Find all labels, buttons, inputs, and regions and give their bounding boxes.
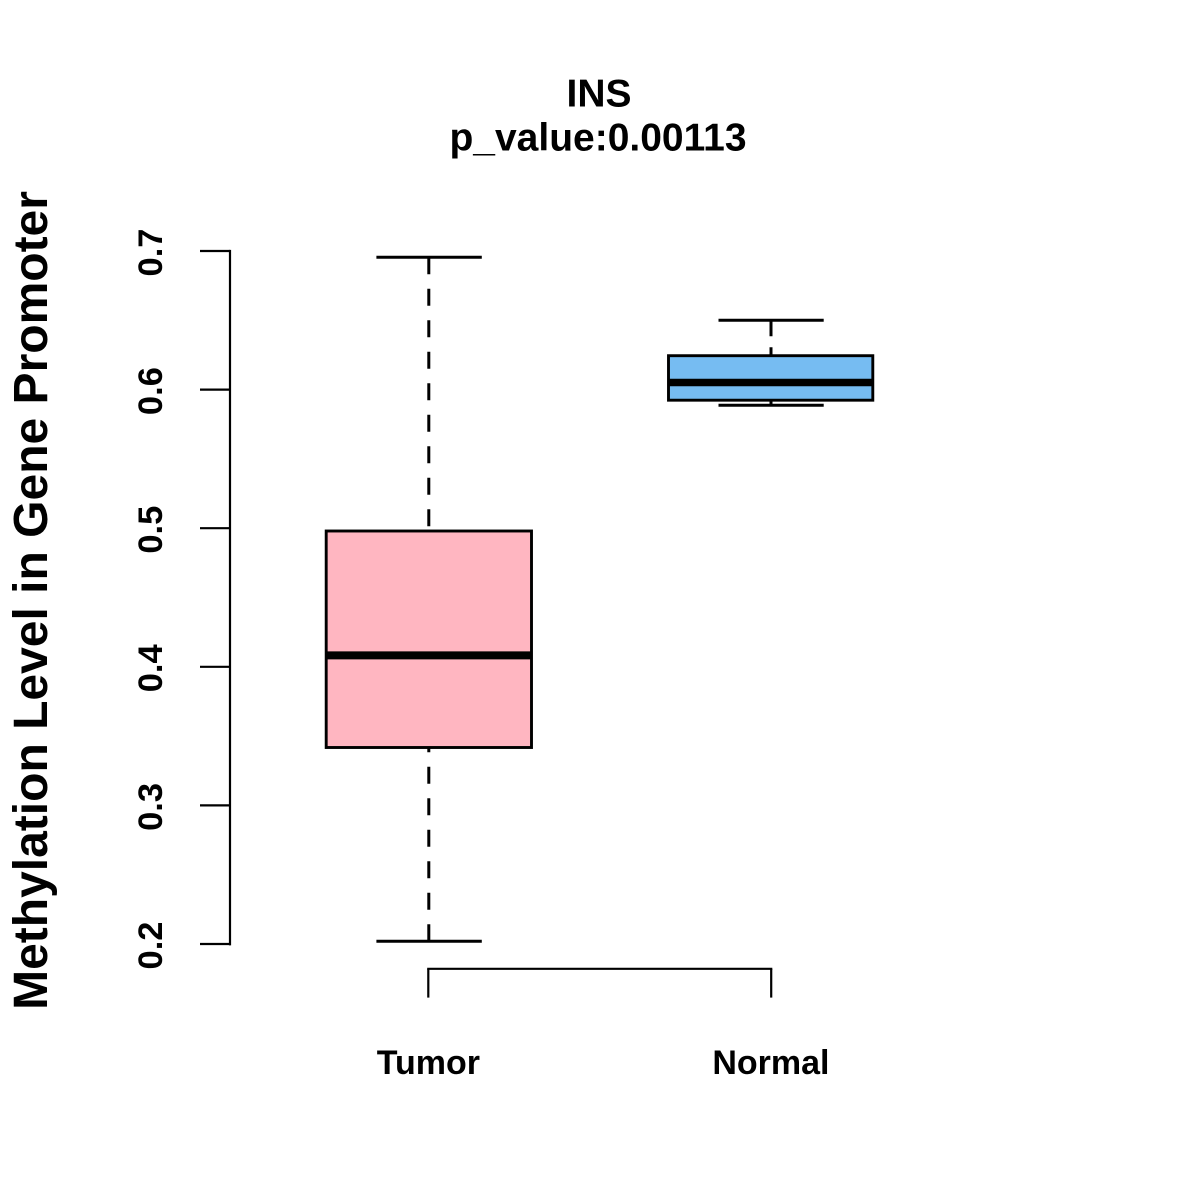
svg-text:0.3: 0.3 bbox=[132, 783, 170, 831]
svg-text:Normal: Normal bbox=[712, 1044, 829, 1082]
svg-text:0.4: 0.4 bbox=[132, 644, 170, 692]
svg-text:0.5: 0.5 bbox=[132, 506, 170, 554]
svg-text:0.2: 0.2 bbox=[132, 922, 170, 970]
svg-text:Tumor: Tumor bbox=[377, 1044, 480, 1082]
svg-text:INS: INS bbox=[566, 72, 631, 115]
svg-text:0.6: 0.6 bbox=[132, 367, 170, 415]
svg-text:Methylation Level in Gene Prom: Methylation Level in Gene Promoter bbox=[5, 191, 58, 1010]
svg-text:0.7: 0.7 bbox=[132, 229, 170, 277]
svg-text:p_value:0.00113: p_value:0.00113 bbox=[449, 117, 746, 160]
